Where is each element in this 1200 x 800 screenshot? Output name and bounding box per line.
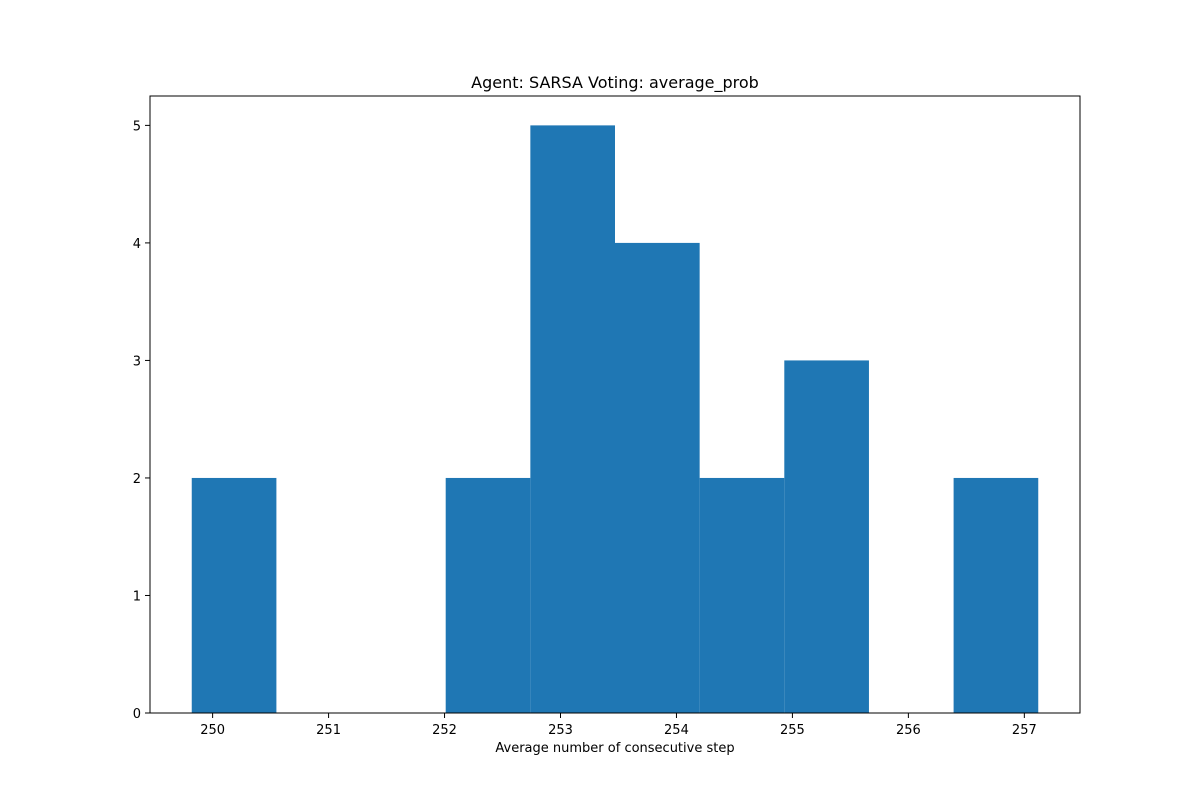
chart-title: Agent: SARSA Voting: average_prob xyxy=(471,73,759,93)
y-axis-ticks: 0 1 2 3 4 5 xyxy=(133,119,150,722)
x-axis-ticks: 250 251 252 253 254 255 256 257 xyxy=(200,713,1037,738)
x-tick-label: 253 xyxy=(548,723,573,738)
x-tick-label: 252 xyxy=(432,723,457,738)
x-axis-label: Average number of consecutive step xyxy=(495,741,734,756)
x-tick-label: 257 xyxy=(1012,723,1037,738)
y-tick-label: 0 xyxy=(133,707,141,722)
histogram-bar-5 xyxy=(615,242,700,713)
bars-group xyxy=(191,125,1039,713)
histogram-bar-7 xyxy=(784,360,869,713)
histogram-bar-9 xyxy=(953,477,1039,713)
y-tick-label: 5 xyxy=(133,119,141,134)
y-tick-label: 1 xyxy=(133,589,141,604)
histogram-bar-0 xyxy=(191,477,277,713)
histogram-bar-3 xyxy=(445,477,531,713)
x-tick-label: 256 xyxy=(896,723,921,738)
x-tick-label: 255 xyxy=(780,723,805,738)
x-tick-label: 250 xyxy=(200,723,225,738)
y-tick-label: 2 xyxy=(133,472,141,487)
plot-frame xyxy=(149,95,1081,714)
histogram-bar-4 xyxy=(530,125,615,713)
x-tick-label: 254 xyxy=(664,723,689,738)
y-tick-label: 4 xyxy=(133,237,141,252)
histogram-bar-6 xyxy=(699,477,785,713)
y-tick-label: 3 xyxy=(133,354,141,369)
x-tick-label: 251 xyxy=(316,723,341,738)
